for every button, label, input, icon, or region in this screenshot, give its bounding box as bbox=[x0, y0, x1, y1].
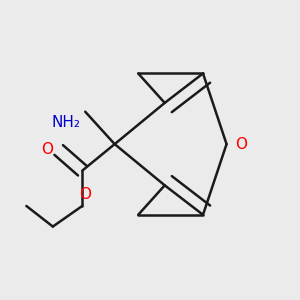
Text: NH₂: NH₂ bbox=[52, 115, 81, 130]
Text: O: O bbox=[41, 142, 53, 158]
Text: O: O bbox=[79, 187, 91, 202]
Text: O: O bbox=[236, 136, 247, 152]
